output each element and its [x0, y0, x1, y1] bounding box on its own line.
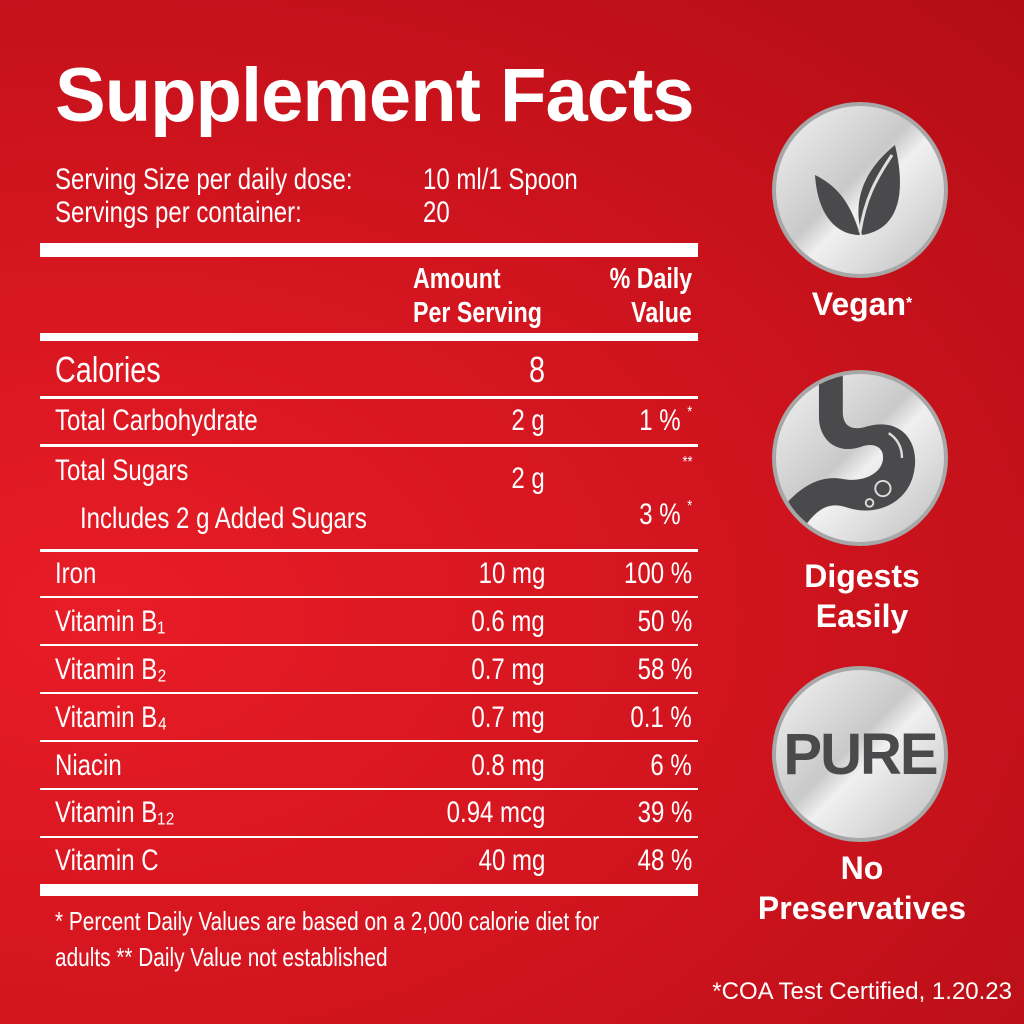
table-row: Vitamin B₁ 0.6 mg 50 % [55, 605, 692, 638]
divider [40, 444, 698, 447]
divider [40, 596, 698, 598]
certification-note: *COA Test Certified, 1.20.23 [712, 978, 1012, 1005]
table-row: Iron 10 mg 100 % [55, 557, 692, 590]
header-divider [40, 333, 698, 341]
digests-easily-badge [772, 370, 948, 546]
divider [40, 788, 698, 790]
servings-per-container-label: Servings per container: [55, 196, 302, 229]
divider [40, 836, 698, 838]
footnote: * Percent Daily Values are based on a 2,… [55, 906, 600, 972]
divider [40, 644, 698, 646]
serving-size-label: Serving Size per daily dose: [55, 163, 353, 196]
serving-size-value: 10 ml/1 Spoon [423, 163, 578, 196]
divider [40, 396, 698, 399]
header-amount: Amount Per Serving [413, 263, 542, 329]
table-row: Total Carbohydrate 2 g 1 % * [55, 404, 692, 437]
pure-badge: PURE [772, 666, 948, 842]
table-row: Vitamin C 40 mg 48 % [55, 844, 692, 877]
divider [40, 740, 698, 742]
vegan-badge [772, 102, 948, 278]
table-row: Niacin 0.8 mg 6 % [55, 749, 692, 782]
stomach-icon [776, 374, 916, 542]
table-row: Vitamin B₂ 0.7 mg 58 % [55, 653, 692, 686]
header-daily-value: % Daily Value [609, 263, 692, 329]
pure-icon-text: PURE [783, 721, 938, 787]
divider [40, 549, 698, 552]
no-preservatives-label: No Preservatives [757, 850, 967, 926]
calories-row: Calories 8 [55, 349, 545, 390]
divider [40, 692, 698, 694]
table-top-bar [40, 243, 698, 257]
table-row: Vitamin B₄ 0.7 mg 0.1 % [55, 701, 692, 734]
table-bottom-bar [40, 884, 698, 896]
table-row-sugars: Total Sugars 2 g ** Includes 2 g Added S… [55, 454, 692, 535]
servings-per-container-value: 20 [423, 196, 450, 229]
vegan-label: Vegan* [811, 286, 913, 322]
page-title: Supplement Facts [55, 53, 695, 138]
table-row: Vitamin B₁₂ 0.94 mcg 39 % [55, 796, 692, 829]
digests-easily-label: Digests Easily [804, 558, 920, 634]
leaf-icon [815, 145, 900, 235]
